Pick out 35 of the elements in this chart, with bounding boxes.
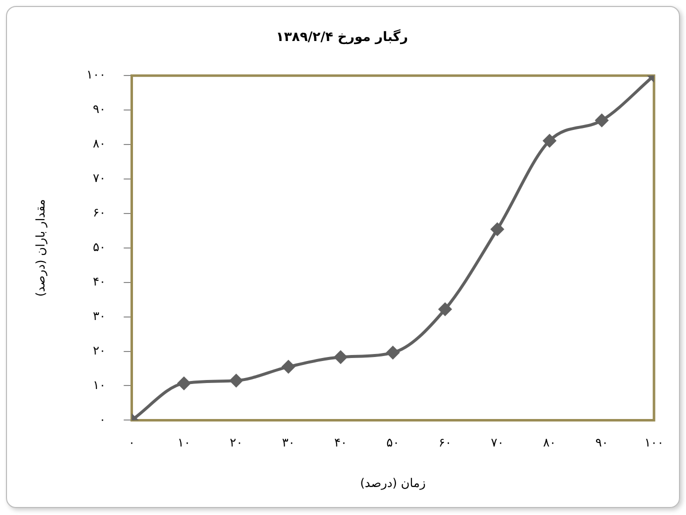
chart-title: رگبار مورخ ۱۳۸۹/۲/۴ xyxy=(276,29,408,46)
x-tick-label: ۴۰ xyxy=(334,436,348,450)
line-series xyxy=(132,76,654,420)
point xyxy=(490,222,504,236)
point xyxy=(334,350,348,364)
y-tick-label: ۶۰ xyxy=(92,206,106,220)
x-axis-title: زمان (درصد) xyxy=(360,476,426,490)
y-tick-label: ۲۰ xyxy=(92,343,106,358)
x-tick-label: ۵۰ xyxy=(386,436,400,450)
x-tick-label: ۰ xyxy=(128,436,135,450)
x-tick-label: ۸۰ xyxy=(543,436,556,450)
y-tick-label: ۵۰ xyxy=(92,240,106,254)
x-tick-label: ۹۰ xyxy=(595,436,608,450)
y-tick-label: ۱۰۰ xyxy=(86,68,106,82)
point xyxy=(176,376,191,390)
y-tick-label: ۳۰ xyxy=(92,308,106,323)
y-tick-label: ۱۰ xyxy=(92,378,106,392)
y-tick-label: ۷۰ xyxy=(92,171,106,186)
point xyxy=(229,374,244,388)
y-tick-label: ۴۰ xyxy=(92,274,106,288)
x-tick-label: ۷۰ xyxy=(490,436,504,450)
point xyxy=(542,134,557,148)
x-tick-label: ۱۰ xyxy=(178,436,190,450)
point xyxy=(386,346,400,360)
x-tick-label: ۶۰ xyxy=(438,436,452,450)
point xyxy=(438,302,452,316)
x-tick-label: ۲۰ xyxy=(230,436,243,450)
y-axis-title: مقدار باران (درصد) xyxy=(33,199,48,297)
y-tick-label: ۰ xyxy=(99,412,106,426)
y-tick-label: ۹۰ xyxy=(92,102,106,116)
x-tick-label: ۳۰ xyxy=(282,436,295,450)
x-tick-label: ۱۰۰ xyxy=(644,436,664,450)
point xyxy=(281,360,296,374)
point xyxy=(594,113,609,128)
y-tick-label: ۸۰ xyxy=(92,136,106,151)
